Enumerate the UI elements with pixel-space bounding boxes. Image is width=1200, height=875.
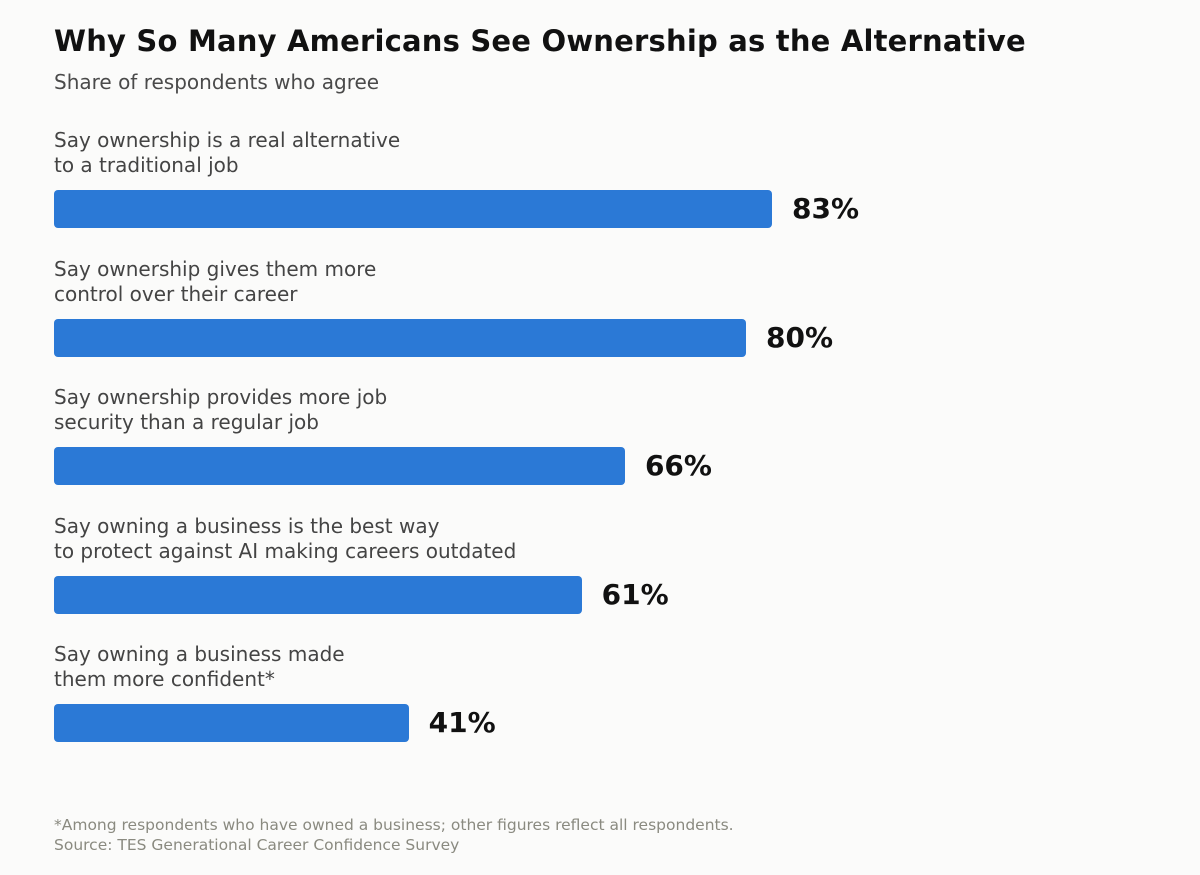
bar-category-label-line: Say owning a business is the best way <box>54 513 440 538</box>
bar-category-label-line: to protect against AI making careers out… <box>54 538 517 563</box>
footnote-source: Source: TES Generational Career Confiden… <box>54 836 460 854</box>
bar-value-label: 66% <box>644 449 712 482</box>
bar-category-label: Say ownership is a real alternative to a … <box>54 128 400 178</box>
chart-title: Why So Many Americans See Ownership as t… <box>54 24 1026 58</box>
bar-value-label: 80% <box>766 320 834 354</box>
bar-value-label: 61% <box>601 577 669 611</box>
bar-category-label-line: to a traditional job <box>54 153 239 177</box>
bar-category-label: Say ownership gives them more control ove… <box>54 257 376 307</box>
bar <box>54 575 582 614</box>
bar <box>54 190 772 228</box>
bar-category-label-line: Say ownership provides more job <box>54 385 388 409</box>
bar-category-label: Say owning a business made them more conf… <box>54 642 345 692</box>
footnote-note: *Among respondents who have owned a busi… <box>54 816 734 834</box>
chart-footnote: *Among respondents who have owned a busi… <box>54 815 734 855</box>
bar-category-label-line: them more confident* <box>54 667 275 691</box>
bar-category-label: Say owning a business is the best way to … <box>54 514 516 564</box>
bar <box>54 447 625 485</box>
chart-subtitle: Share of respondents who agree <box>54 70 380 94</box>
bar-category-label-line: security than a regular job <box>54 410 319 434</box>
bar-value-label: 41% <box>428 706 496 739</box>
bar-category-label: Say ownership provides more job security … <box>54 385 387 435</box>
bar-value-label: 83% <box>792 192 860 225</box>
bar-category-label-line: Say ownership is a real alternative <box>54 128 401 152</box>
bar-category-label-line: Say owning a business made <box>54 642 345 666</box>
bar <box>54 704 409 742</box>
bar-category-label-line: control over their career <box>54 281 298 306</box>
bar <box>54 318 747 357</box>
bar-category-label-line: Say ownership gives them more <box>54 256 377 281</box>
